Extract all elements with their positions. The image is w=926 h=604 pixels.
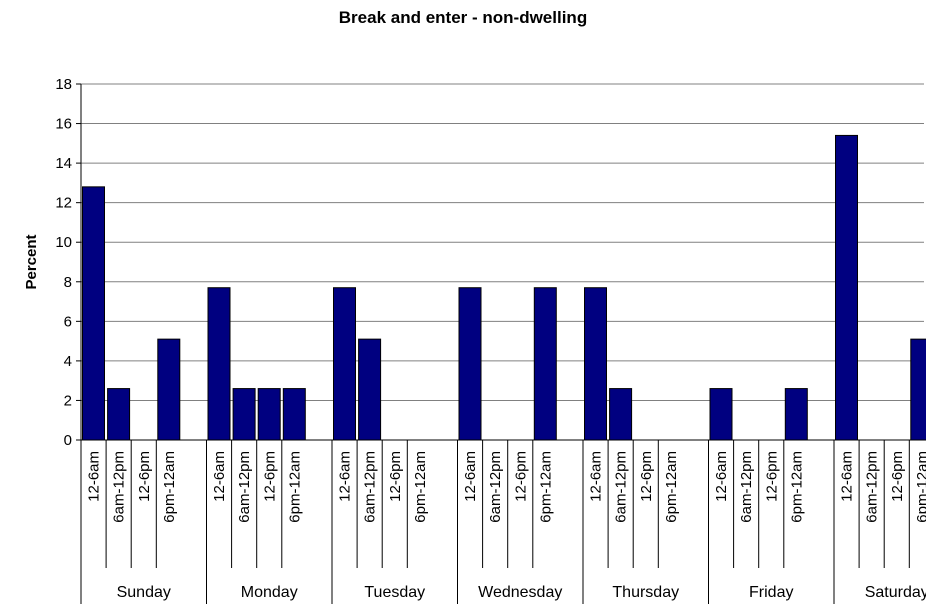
y-tick-label: 10	[55, 234, 72, 251]
y-tick-label: 16	[55, 116, 72, 133]
x-subcategory-label: 12-6pm	[763, 451, 780, 502]
x-subcategory-label: 12-6pm	[261, 451, 278, 502]
bar	[910, 338, 926, 441]
x-group-label: Wednesday	[478, 584, 562, 601]
x-subcategory-label: 6pm-12am	[412, 451, 429, 523]
bar	[232, 388, 256, 441]
x-group-label: Sunday	[117, 584, 171, 601]
x-subcategory-label: 12-6am	[462, 451, 479, 502]
x-subcategory-label: 6am-12pm	[487, 451, 504, 523]
y-tick-label: 14	[55, 155, 72, 172]
bar	[107, 388, 131, 441]
x-subcategory-label: 6pm-12am	[663, 451, 680, 523]
x-subcategory-label: 12-6pm	[136, 451, 153, 502]
x-subcategory-label: 6am-12pm	[236, 451, 253, 523]
x-subcategory-label: 12-6pm	[638, 451, 655, 502]
x-subcategory-label: 12-6pm	[889, 451, 906, 502]
labels: 0 2 4 6 8 10 12 14 16 18 12-6am 6am-12pm 12-6pm 6pm-1…	[55, 76, 926, 601]
x-subcategory-label: 6am-12pm	[864, 451, 881, 523]
bar	[784, 388, 808, 441]
chart-title: Break and enter - non-dwelling	[338, 8, 588, 27]
x-group-label: Thursday	[612, 584, 679, 601]
x-subcategory-label: 6am-12pm	[613, 451, 630, 523]
x-subcategory-label: 12-6am	[713, 451, 730, 502]
y-tick-label: 6	[64, 313, 72, 330]
x-group-label: Saturday	[865, 584, 926, 601]
x-subcategory-label: 6pm-12am	[788, 451, 805, 523]
bar	[609, 388, 633, 441]
axes	[76, 83, 924, 604]
bar	[358, 338, 382, 441]
x-group-label: Monday	[241, 584, 298, 601]
y-tick-label: 4	[64, 353, 72, 370]
x-subcategory-label: 12-6am	[588, 451, 605, 502]
x-subcategory-label: 12-6am	[839, 451, 856, 502]
y-axis-title: Percent	[23, 234, 40, 289]
x-subcategory-label: 12-6pm	[387, 451, 404, 502]
x-subcategory-label: 6am-12pm	[362, 451, 379, 523]
x-subcategory-label: 6pm-12am	[537, 451, 554, 523]
x-subcategory-label: 12-6pm	[512, 451, 529, 502]
y-tick-label: 12	[55, 195, 72, 212]
bar	[207, 287, 231, 441]
x-group-label: Tuesday	[364, 584, 425, 601]
y-tick-label: 8	[64, 274, 72, 291]
bar	[257, 388, 281, 441]
bar	[282, 388, 306, 441]
y-tick-label: 0	[64, 432, 72, 449]
bar	[835, 134, 858, 441]
x-subcategory-label: 6pm-12am	[286, 451, 303, 523]
x-subcategory-label: 6pm-12am	[914, 451, 926, 523]
x-subcategory-label: 12-6am	[86, 451, 103, 502]
x-subcategory-label: 6am-12pm	[111, 451, 128, 523]
bar	[709, 388, 733, 441]
x-group-label: Friday	[749, 584, 793, 601]
x-subcategory-label: 6am-12pm	[738, 451, 755, 523]
y-tick-label: 2	[64, 392, 72, 409]
bar	[458, 287, 482, 441]
bar	[333, 287, 356, 441]
y-tick-label: 18	[55, 76, 72, 93]
bar	[157, 338, 181, 441]
bar	[533, 287, 557, 441]
bar	[584, 287, 607, 441]
bar	[82, 186, 105, 441]
gridlines	[81, 83, 924, 401]
x-subcategory-label: 12-6am	[337, 451, 354, 502]
x-subcategory-label: 12-6am	[211, 451, 228, 502]
x-subcategory-label: 6pm-12am	[161, 451, 178, 523]
bars	[82, 134, 926, 441]
